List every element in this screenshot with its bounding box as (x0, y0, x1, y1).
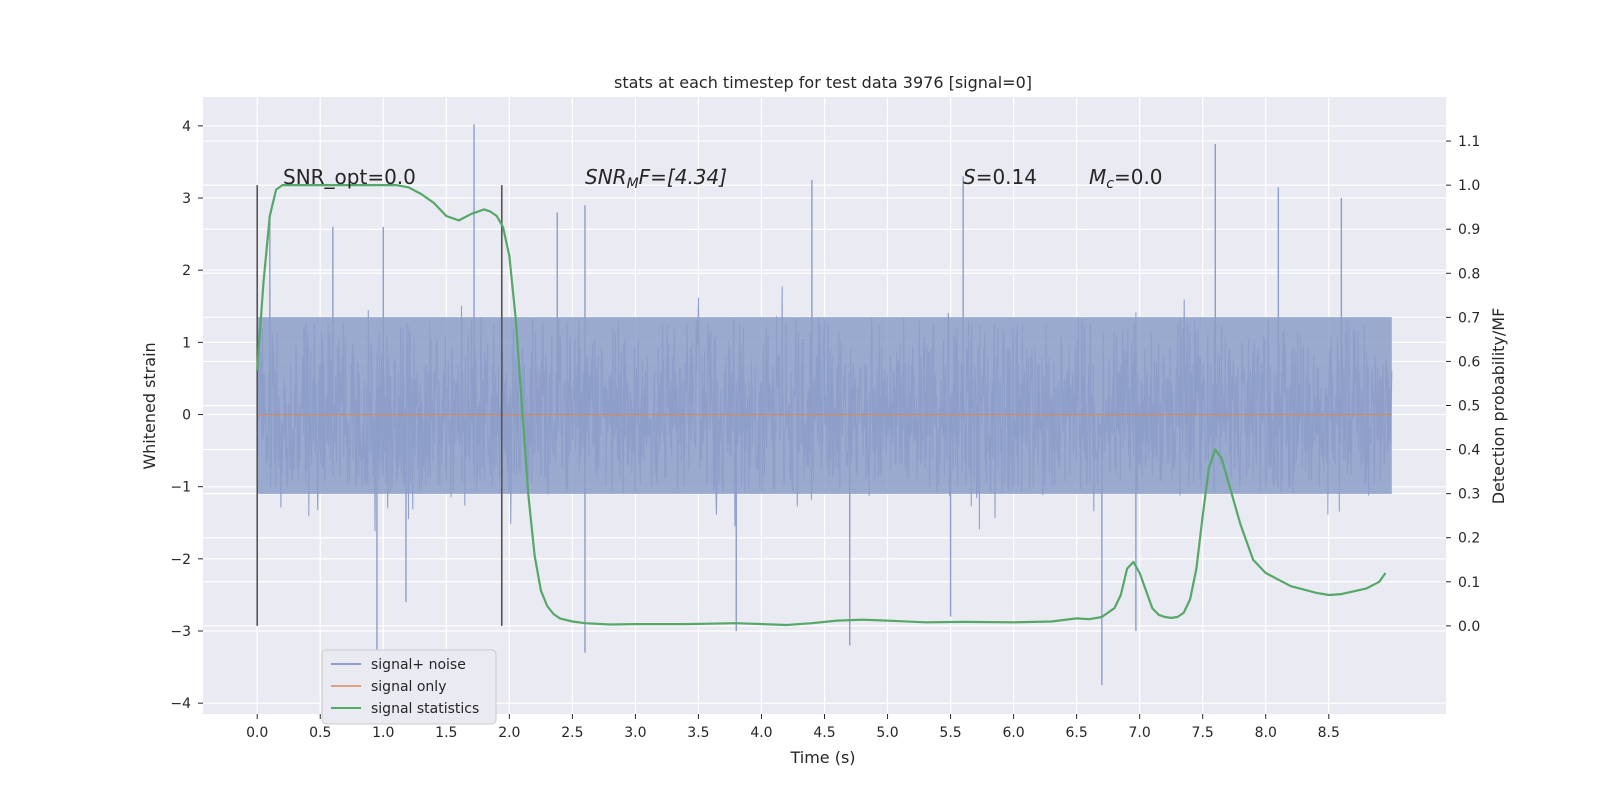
x-tick-label: 2.0 (498, 725, 520, 741)
y2-axis-ticks: 0.0 0.1 0.2 0.3 0.4 0.5 0.6 0.7 0.8 0.9 1.0 1.1 (1446, 134, 1480, 635)
y2-tick-label: 0.4 (1458, 443, 1480, 459)
y2-tick-label: 1.0 (1458, 178, 1480, 194)
y-axis-ticks: −4 −3 −2 −1 0 1 2 3 4 (170, 119, 203, 712)
annotation-snr-opt: SNR_opt=0.0 (283, 165, 416, 189)
y2-tick-label: 0.8 (1458, 266, 1480, 282)
signal-noise-line (256, 286, 1393, 532)
series-signal-statistics (256, 184, 1387, 627)
y2-tick-label: 0.1 (1458, 575, 1480, 591)
annotation-s: S=0.14 (963, 165, 1037, 189)
y2-tick-label: 0.6 (1458, 354, 1480, 370)
y2-tick-label: 0.7 (1458, 310, 1480, 326)
y2-tick-label: 0.5 (1458, 399, 1480, 415)
y-tick-label: 3 (182, 191, 191, 207)
y-tick-label: 4 (182, 119, 191, 135)
y2-tick-label: 0.3 (1458, 487, 1480, 503)
y-tick-label: 2 (182, 263, 191, 279)
y-tick-label: −2 (170, 552, 191, 568)
x-tick-label: 5.5 (939, 725, 961, 741)
x-axis-ticks: 0.0 0.5 1.0 1.5 2.0 2.5 3.0 3.5 4.0 4.5 5.0 5.5 6.0 6… (246, 714, 1340, 741)
y-axis-label: Whitened strain (140, 342, 159, 469)
legend-label-signal-only: signal only (371, 679, 446, 695)
legend-label-signal-statistics: signal statistics (371, 701, 479, 717)
y2-axis-label: Detection probability/MF (1489, 308, 1508, 505)
y-tick-label: 0 (182, 408, 191, 424)
chart-title: stats at each timestep for test data 397… (614, 73, 1032, 92)
x-axis-label: Time (s) (789, 748, 855, 767)
x-tick-label: 0.5 (309, 725, 331, 741)
y2-tick-label: 1.1 (1458, 134, 1480, 150)
annotation-snr-mf: SNRMF=[4.34] (585, 165, 727, 192)
signal-statistics-line (256, 184, 1387, 627)
x-tick-label: 6.0 (1002, 725, 1024, 741)
x-tick-label: 5.0 (876, 725, 898, 741)
x-tick-label: 2.5 (561, 725, 583, 741)
x-tick-label: 8.0 (1255, 725, 1277, 741)
x-tick-label: 7.0 (1129, 725, 1151, 741)
y-tick-label: −4 (170, 696, 191, 712)
x-tick-label: 7.5 (1192, 725, 1214, 741)
y2-tick-label: 0.0 (1458, 619, 1480, 635)
x-tick-label: 4.0 (750, 725, 772, 741)
y2-tick-label: 0.2 (1458, 531, 1480, 547)
x-tick-label: 8.5 (1318, 725, 1340, 741)
x-tick-label: 1.5 (435, 725, 457, 741)
x-tick-label: 3.0 (624, 725, 646, 741)
legend: signal+ noise signal only signal statist… (321, 649, 497, 725)
y-tick-label: −3 (170, 624, 191, 640)
legend-box (321, 649, 497, 725)
annotation-mc: Mc=0.0 (1089, 165, 1163, 192)
x-tick-label: 1.0 (372, 725, 394, 741)
x-tick-label: 0.0 (246, 725, 268, 741)
series-signal-noise (256, 124, 1393, 686)
y-tick-label: −1 (170, 480, 191, 496)
x-tick-label: 6.5 (1065, 725, 1087, 741)
x-tick-label: 3.5 (687, 725, 709, 741)
y-tick-label: 1 (182, 335, 191, 351)
vertical-markers (256, 185, 503, 626)
legend-label-signal-noise: signal+ noise (371, 657, 466, 673)
y2-tick-label: 0.9 (1458, 222, 1480, 238)
x-tick-label: 4.5 (813, 725, 835, 741)
